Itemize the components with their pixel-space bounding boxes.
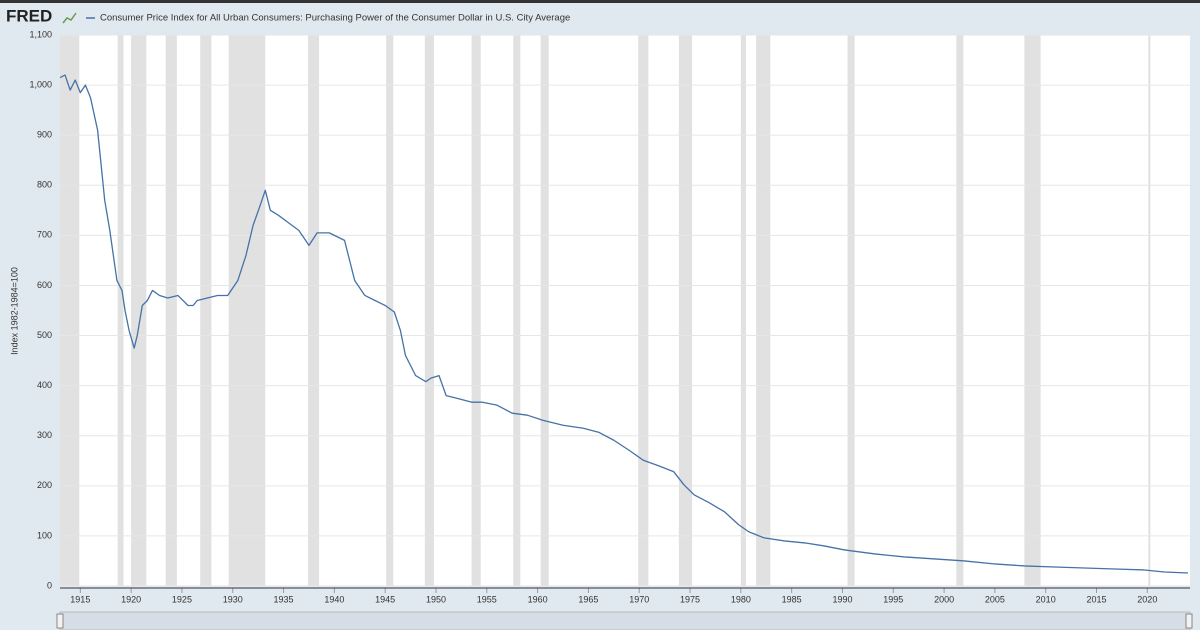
x-tick-label: 1920 [121, 594, 141, 604]
recession-band [471, 35, 481, 586]
legend-label[interactable]: Consumer Price Index for All Urban Consu… [100, 13, 570, 24]
recession-band [386, 35, 394, 586]
x-tick-label: 1995 [883, 594, 903, 604]
x-tick-label: 1940 [324, 594, 344, 604]
recession-layer [60, 35, 1151, 586]
recession-band [540, 35, 549, 586]
y-tick-label: 800 [37, 180, 52, 190]
recession-band [307, 35, 320, 586]
recession-band [847, 35, 855, 586]
recession-band [60, 35, 80, 586]
x-tick-label: 2020 [1137, 594, 1157, 604]
x-tick-label: 2005 [985, 594, 1005, 604]
recession-band [131, 35, 147, 586]
recession-band [165, 35, 177, 586]
y-tick-label: 500 [37, 330, 52, 340]
recession-band [228, 35, 266, 586]
x-tick-label: 1965 [578, 594, 598, 604]
line-layer [59, 74, 1188, 574]
recession-band [117, 35, 124, 586]
y-tick-label: 600 [37, 280, 52, 290]
x-tick-label: 1970 [629, 594, 649, 604]
y-tick-label: 1,100 [29, 29, 52, 39]
navigator-handle-left[interactable] [56, 613, 64, 629]
recession-band [956, 35, 964, 586]
recession-band [756, 35, 771, 586]
y-tick-label: 400 [37, 380, 52, 390]
text-layer: 0 100 200 300 400 500 600 700 800 900 1,000 1,100 19… [29, 29, 1157, 604]
x-tick-label: 1960 [528, 594, 548, 604]
recession-band [1024, 35, 1041, 586]
x-tick-label: 2000 [934, 594, 954, 604]
logo-icon [62, 12, 77, 24]
recession-band [678, 35, 693, 586]
navigator-handle-right[interactable] [1185, 613, 1193, 629]
recession-band [1148, 35, 1151, 586]
y-tick-label: 200 [37, 480, 52, 490]
recession-band [638, 35, 649, 586]
x-tick-label: 1945 [375, 594, 395, 604]
series-line [59, 74, 1188, 574]
y-tick-label: 1,000 [29, 79, 52, 89]
x-tick-label: 1930 [223, 594, 243, 604]
recession-band [740, 35, 746, 586]
recession-band [424, 35, 434, 586]
y-tick-label: 900 [37, 130, 52, 140]
x-tick-label: 1955 [477, 594, 497, 604]
x-tick-label: 1925 [172, 594, 192, 604]
y-tick-label: 100 [37, 530, 52, 540]
x-tick-label: 1980 [731, 594, 751, 604]
x-tick-label: 2010 [1036, 594, 1056, 604]
y-axis-title: Index 1982-1984=100 [9, 267, 19, 355]
y-tick-label: 300 [37, 430, 52, 440]
y-tick-label: 0 [47, 580, 52, 590]
navigator[interactable] [59, 611, 1191, 630]
x-tick-label: 1935 [274, 594, 294, 604]
x-tick-label: 1975 [680, 594, 700, 604]
recession-band [513, 35, 521, 586]
grid-layer [60, 34, 1190, 593]
y-tick-label: 700 [37, 230, 52, 240]
x-tick-label: 2015 [1086, 594, 1106, 604]
logo[interactable]: FRED [6, 6, 52, 25]
x-tick-label: 1915 [70, 594, 90, 604]
top-bar [0, 0, 1200, 3]
x-tick-label: 1985 [782, 594, 802, 604]
x-tick-label: 1950 [426, 594, 446, 604]
recession-band [200, 35, 212, 586]
x-tick-label: 1990 [832, 594, 852, 604]
